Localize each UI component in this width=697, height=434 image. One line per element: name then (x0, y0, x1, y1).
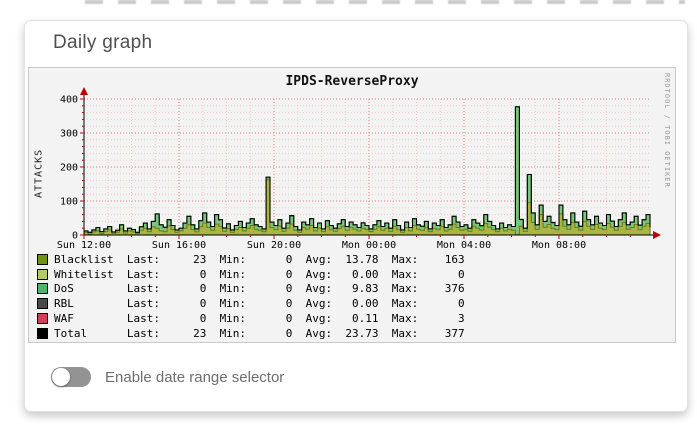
legend-text: Whitelist Last: 0 Min: 0 Avg: 0.00 Max: … (54, 267, 465, 281)
svg-text:Mon 04:00: Mon 04:00 (437, 240, 491, 251)
total-swatch (37, 327, 48, 339)
blacklist-swatch (37, 253, 48, 265)
svg-text:Sun 20:00: Sun 20:00 (247, 240, 301, 251)
legend-row-blacklist: Blacklist Last: 23 Min: 0 Avg: 13.78 Max… (37, 252, 465, 267)
legend-text: DoS Last: 0 Min: 0 Avg: 9.83 Max: 376 (54, 282, 465, 296)
legend-row-whitelist: Whitelist Last: 0 Min: 0 Avg: 0.00 Max: … (37, 267, 465, 282)
date-range-toggle-row: Enable date range selector (51, 367, 284, 387)
card-title: Daily graph (53, 32, 153, 53)
dos-swatch (37, 283, 48, 295)
legend-row-rbl: RBL Last: 0 Min: 0 Avg: 0.00 Max: 0 (37, 296, 465, 311)
svg-text:Sun 16:00: Sun 16:00 (152, 240, 206, 251)
svg-text:Mon 08:00: Mon 08:00 (532, 240, 586, 251)
rrd-graph-image: IPDS-ReverseProxy ATTACKS RRDTOOL / TOBI… (28, 67, 676, 343)
rbl-swatch (37, 298, 48, 310)
svg-text:100: 100 (60, 197, 78, 208)
chart-title: IPDS-ReverseProxy (285, 74, 419, 89)
legend-text: RBL Last: 0 Min: 0 Avg: 0.00 Max: 0 (54, 297, 465, 311)
toggle-label: Enable date range selector (105, 368, 285, 386)
waf-swatch (37, 313, 48, 325)
whitelist-swatch (37, 268, 48, 280)
date-range-toggle[interactable] (51, 367, 91, 387)
legend-text: Total Last: 23 Min: 0 Avg: 23.73 Max: 37… (54, 326, 465, 340)
cropped-content-above-artifact (85, 0, 685, 4)
legend-text: Blacklist Last: 23 Min: 0 Avg: 13.78 Max… (54, 252, 465, 266)
toggle-knob[interactable] (52, 368, 70, 386)
svg-text:Mon 00:00: Mon 00:00 (342, 240, 396, 251)
daily-graph-card: Daily graph IPDS-ReverseProxy ATTACKS RR… (24, 20, 688, 412)
svg-text:Sun 12:00: Sun 12:00 (57, 240, 111, 251)
svg-text:200: 200 (60, 163, 78, 174)
svg-text:400: 400 (60, 95, 78, 106)
attacks-time-series-plot: 0 100 200 300 400 Sun 12:00 Sun 16:00 Sun 20:00… (57, 87, 661, 251)
legend-row-waf: WAF Last: 0 Min: 0 Avg: 0.11 Max: 3 (37, 311, 465, 326)
chart-legend: Blacklist Last: 23 Min: 0 Avg: 13.78 Max… (37, 252, 465, 341)
svg-text:300: 300 (60, 129, 78, 140)
rrdtool-watermark: RRDTOOL / TOBI OETIKER (663, 73, 671, 188)
legend-row-total: Total Last: 23 Min: 0 Avg: 23.73 Max: 37… (37, 326, 465, 341)
svg-text:0: 0 (72, 231, 78, 242)
legend-row-dos: DoS Last: 0 Min: 0 Avg: 9.83 Max: 376 (37, 282, 465, 297)
legend-text: WAF Last: 0 Min: 0 Avg: 0.11 Max: 3 (54, 312, 465, 326)
